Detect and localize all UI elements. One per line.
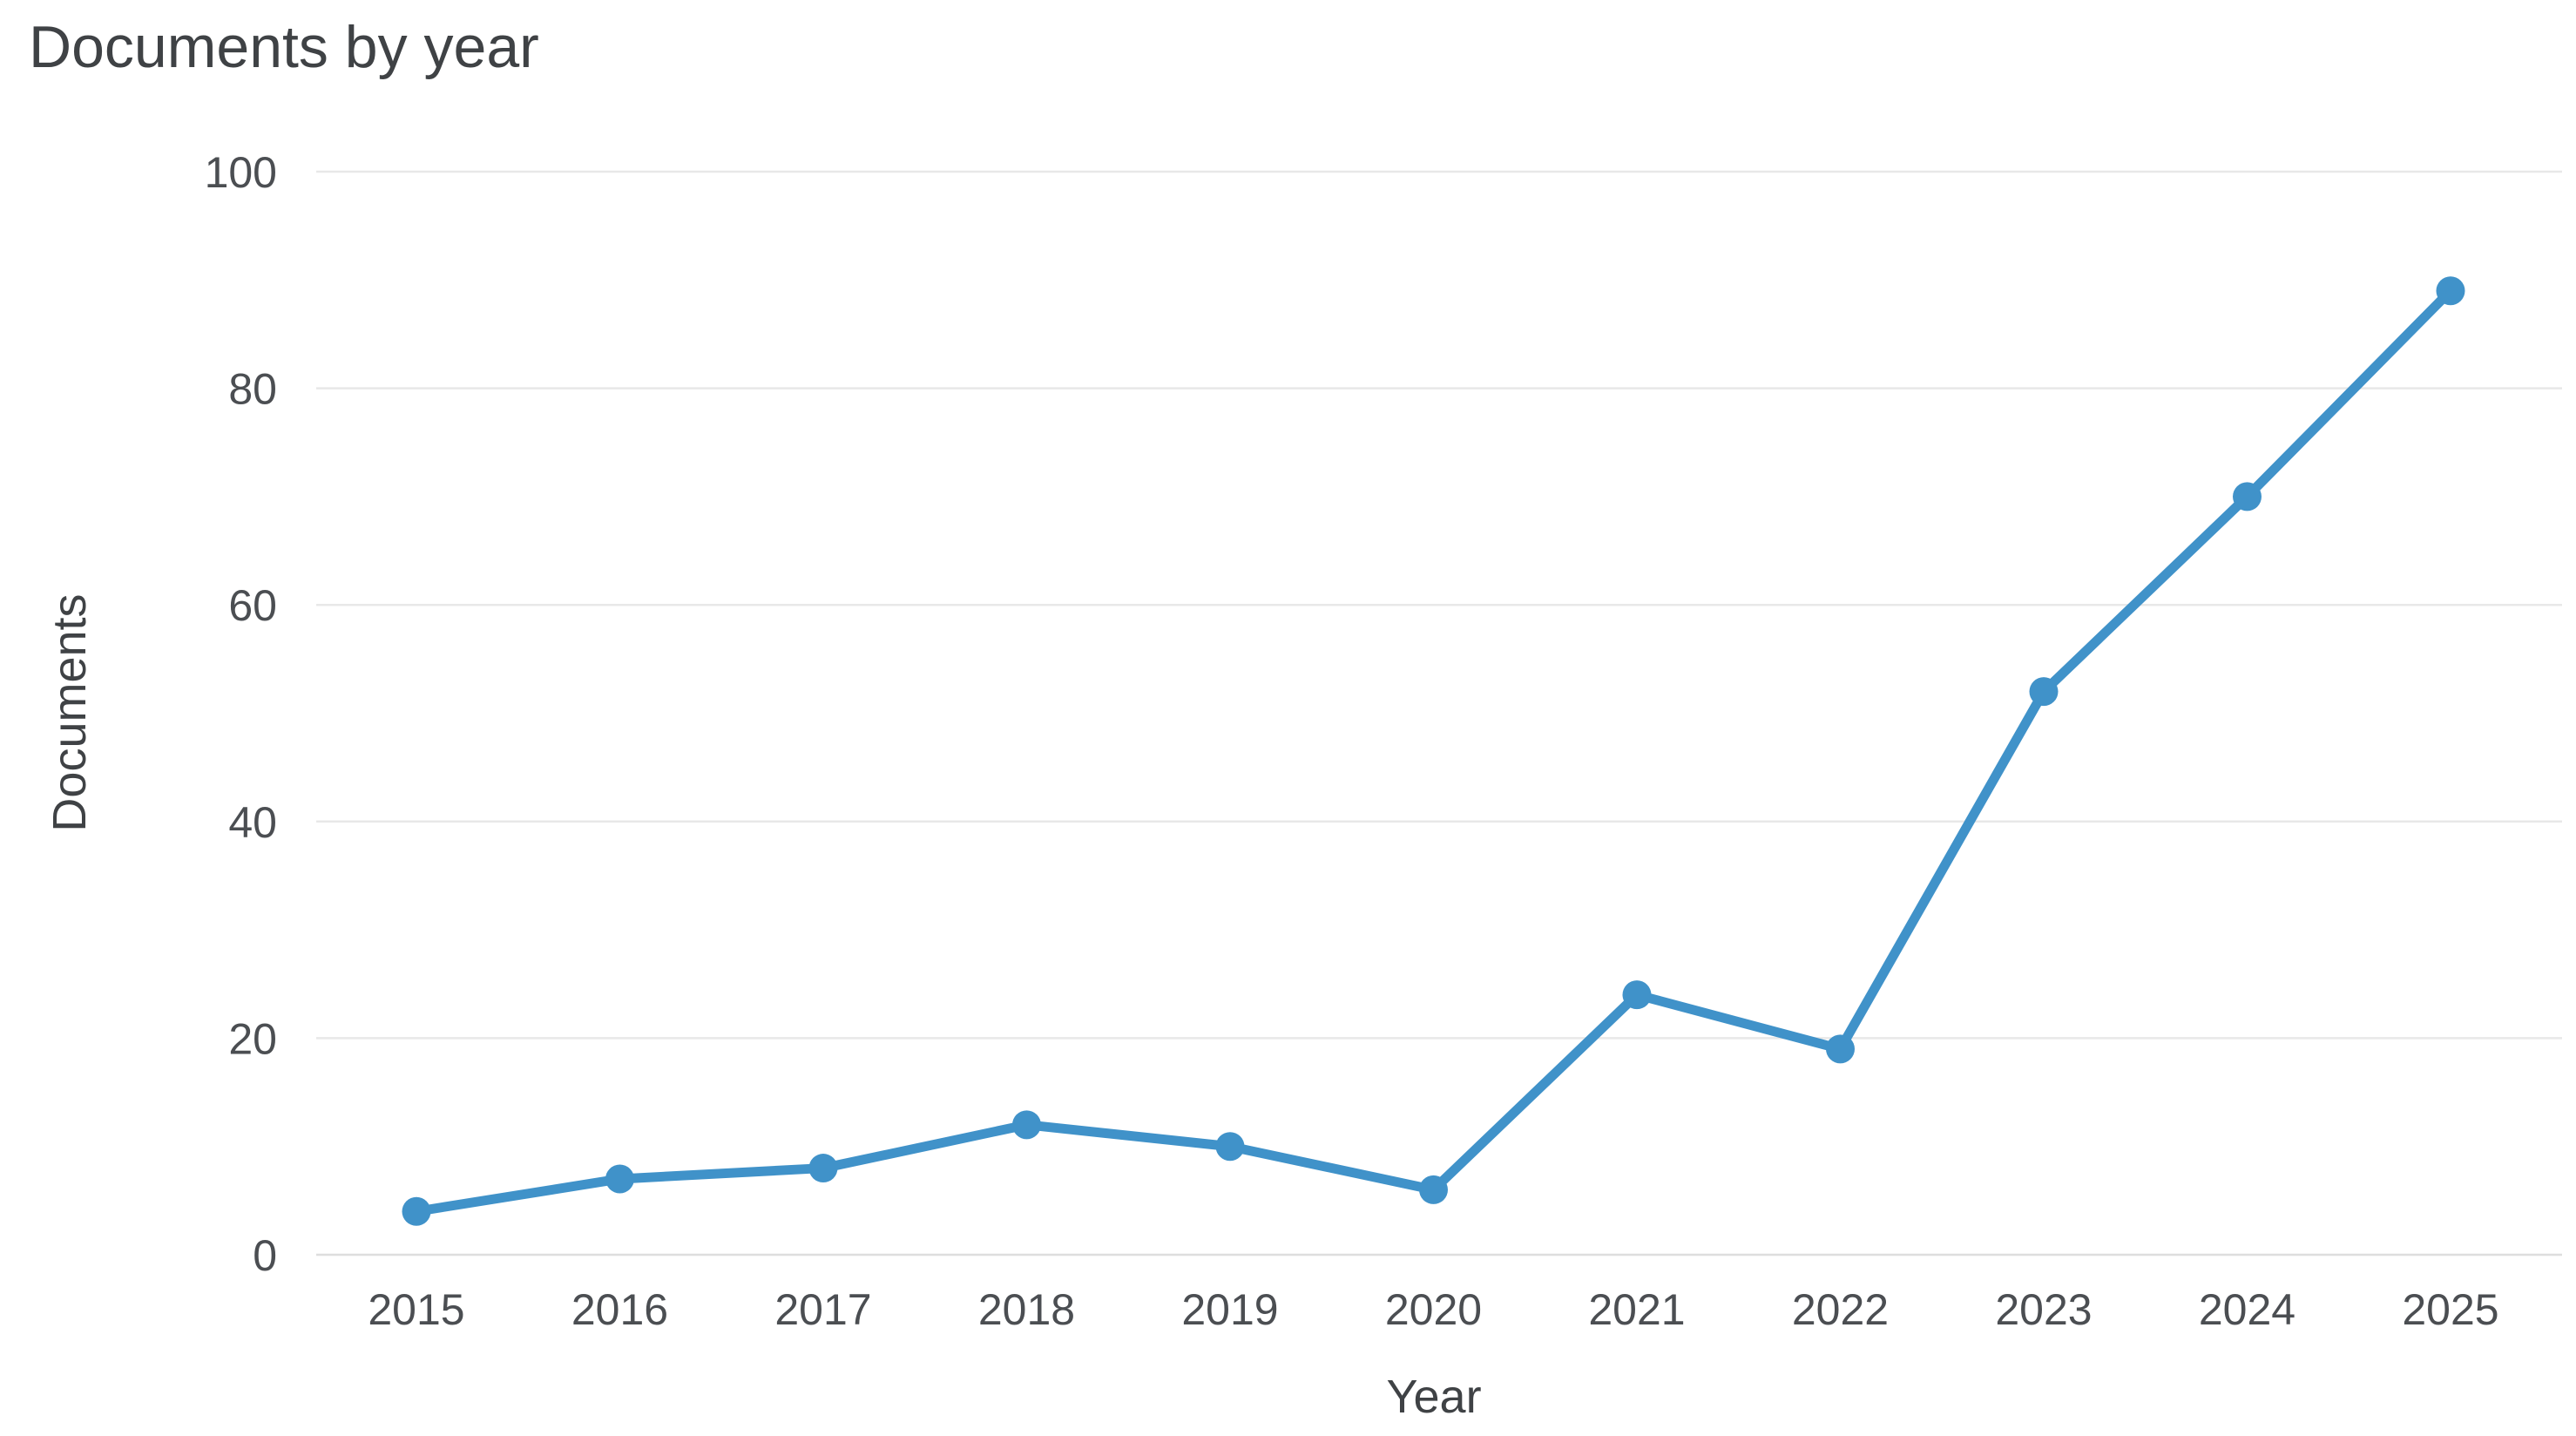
x-tick-label: 2017 [774, 1285, 871, 1334]
x-tick-label: 2015 [368, 1285, 464, 1334]
y-tick-label: 0 [253, 1231, 277, 1280]
data-point-2017[interactable] [808, 1154, 838, 1183]
y-tick-label: 20 [228, 1014, 277, 1063]
data-point-2025[interactable] [2436, 276, 2465, 306]
y-tick-label: 100 [205, 148, 277, 197]
data-point-2015[interactable] [402, 1196, 431, 1226]
x-tick-label: 2018 [978, 1285, 1075, 1334]
data-point-2018[interactable] [1012, 1110, 1041, 1140]
x-axis-title: Year [1386, 1371, 1482, 1423]
y-tick-label: 80 [228, 365, 277, 414]
x-tick-label: 2021 [1588, 1285, 1685, 1334]
data-point-2024[interactable] [2233, 482, 2262, 511]
x-tick-label: 2016 [571, 1285, 668, 1334]
x-tick-label: 2023 [1995, 1285, 2092, 1334]
data-point-2019[interactable] [1215, 1132, 1245, 1162]
data-point-2020[interactable] [1419, 1175, 1448, 1204]
data-point-2016[interactable] [605, 1164, 634, 1194]
x-tick-label: 2025 [2402, 1285, 2498, 1334]
data-point-2022[interactable] [1826, 1034, 1855, 1064]
y-tick-label: 60 [228, 581, 277, 630]
x-tick-label: 2024 [2199, 1285, 2295, 1334]
x-tick-label: 2020 [1385, 1285, 1482, 1334]
x-tick-label: 2019 [1181, 1285, 1278, 1334]
y-tick-label: 40 [228, 798, 277, 847]
data-point-2021[interactable] [1622, 980, 1652, 1010]
data-series-line [411, 286, 2456, 1216]
data-point-2023[interactable] [2029, 677, 2059, 707]
x-tick-label: 2022 [1792, 1285, 1889, 1334]
chart-title: Documents by year [29, 14, 539, 80]
